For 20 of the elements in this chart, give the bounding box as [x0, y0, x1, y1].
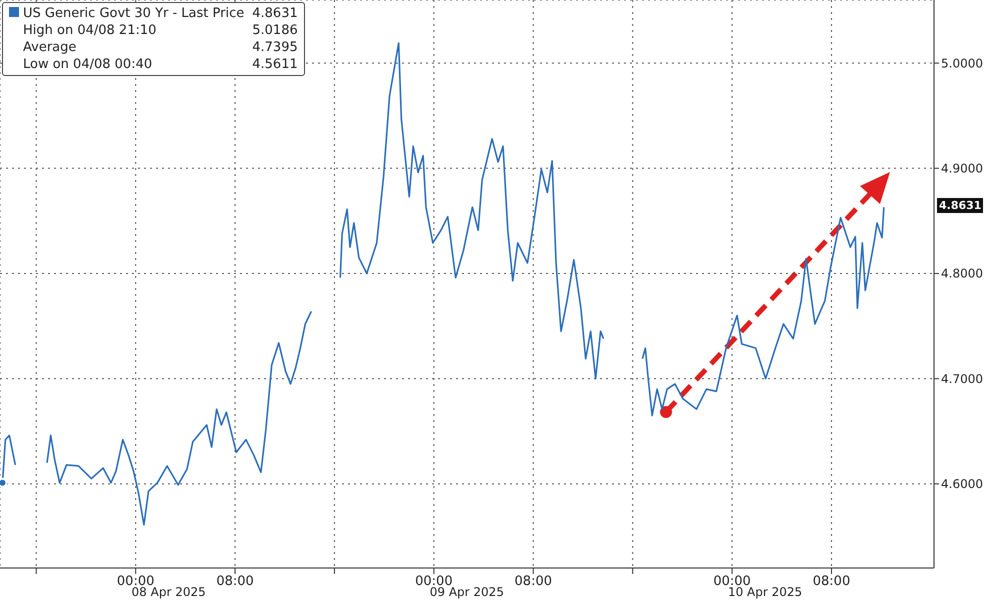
text: 10 Apr 2025: [728, 585, 802, 599]
annotation: 4.7395: [251, 39, 298, 56]
y-tick-label: 4.6000: [941, 477, 983, 492]
y-tick-label: 5.0000: [941, 56, 983, 70]
text: 08 Apr 2025: [132, 585, 206, 599]
x-tick-label: 08:00: [812, 574, 850, 590]
x-tick-label: 08:00: [514, 574, 552, 590]
x-tick-label: 08:00: [216, 574, 254, 590]
y-tick-label: 4.9000: [941, 162, 983, 176]
y-tick-label: 4.8000: [941, 266, 983, 281]
text: 4.8631: [939, 199, 982, 212]
annotation: 5.0186: [251, 22, 298, 39]
legend-label: US Generic Govt 30 Yr - Last Price: [22, 5, 244, 22]
text: 09 Apr 2025: [430, 585, 504, 599]
annotation: Average: [22, 39, 78, 56]
annotation: Low on 04/08 00:40: [22, 56, 154, 73]
annotation: 4.5611: [251, 56, 298, 73]
y-tick-label: 4.7000: [941, 372, 983, 386]
annotation: 4.8631: [251, 5, 298, 22]
annotation: High on 04/08 21:10: [22, 22, 158, 39]
